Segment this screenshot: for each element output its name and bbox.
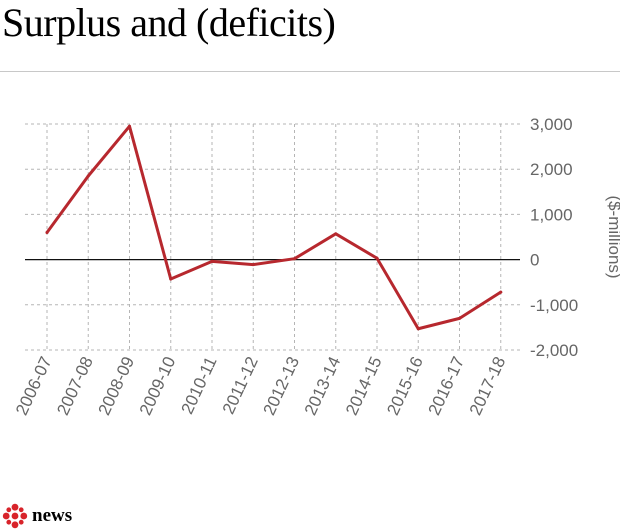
x-tick-label: 2014-15 [342,354,386,419]
y-tick-label: 3,000 [530,115,573,134]
data-point [416,327,420,331]
x-tick-label: 2016-17 [425,354,469,419]
series-group [45,124,503,331]
data-point [458,316,461,320]
y-tick-label: 0 [530,251,539,270]
x-tick-label: 2009-10 [136,354,180,419]
y-tick-labels: 3,000 2,000 1,000 0 -1,000 -2,000 [530,115,578,360]
data-point [45,230,49,234]
y-tick-label: -1,000 [530,296,578,315]
y-tick-label: -2,000 [530,341,578,360]
x-tick-label: 2010-11 [178,354,221,417]
data-point [251,263,255,267]
data-point [334,232,338,236]
chart-title: Surplus and (deficits) [2,0,336,45]
x-tick-label: 2013-14 [301,354,345,419]
grid-lines [25,123,520,351]
x-tick-label: 2017-18 [466,354,510,419]
brand-name: news [32,505,73,526]
x-tick-label: 2008-09 [95,354,139,419]
x-tick-label: 2006-07 [12,354,56,419]
x-tick-label: 2007-08 [53,354,97,419]
y-tick-label: 1,000 [530,205,573,224]
series-line [45,124,503,331]
y-axis-label: ($-millions) [605,195,620,278]
data-point [169,277,173,281]
x-tick-label: 2012-13 [260,354,304,419]
data-point [499,290,503,294]
footer: news [2,503,72,529]
title-divider [0,71,620,72]
data-point [293,257,296,261]
data-point [210,259,214,263]
cbc-gem-icon [2,503,28,529]
data-point [375,256,379,260]
x-tick-label: 2011-12 [219,354,262,417]
data-point [86,174,90,178]
x-tick-labels: 2006-072007-082008-092009-102010-112011-… [12,354,509,419]
y-tick-label: 2,000 [530,160,573,179]
data-point [128,124,131,128]
x-tick-label: 2015-16 [383,354,427,419]
